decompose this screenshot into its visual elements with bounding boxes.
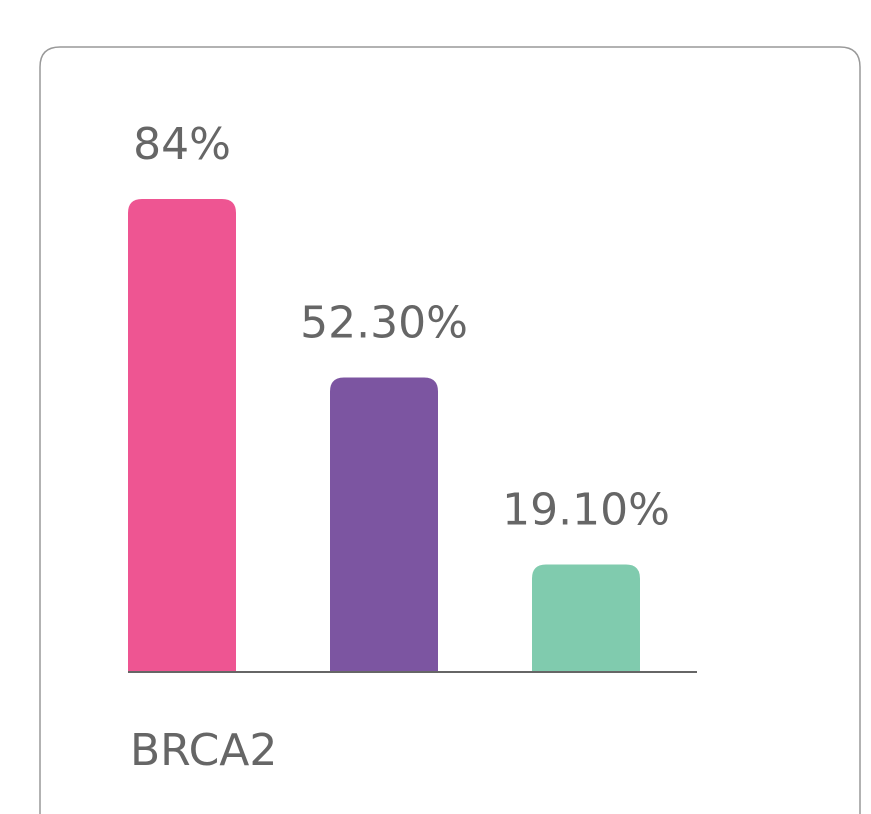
- value-label: 19.10%: [502, 484, 670, 535]
- value-label: 52.30%: [300, 298, 468, 349]
- bar: [128, 199, 236, 672]
- card: [39, 46, 861, 814]
- value-label: 84%: [133, 119, 231, 170]
- bar: [532, 564, 640, 672]
- bar: [330, 377, 438, 672]
- x-axis-label: BRCA2: [130, 725, 277, 776]
